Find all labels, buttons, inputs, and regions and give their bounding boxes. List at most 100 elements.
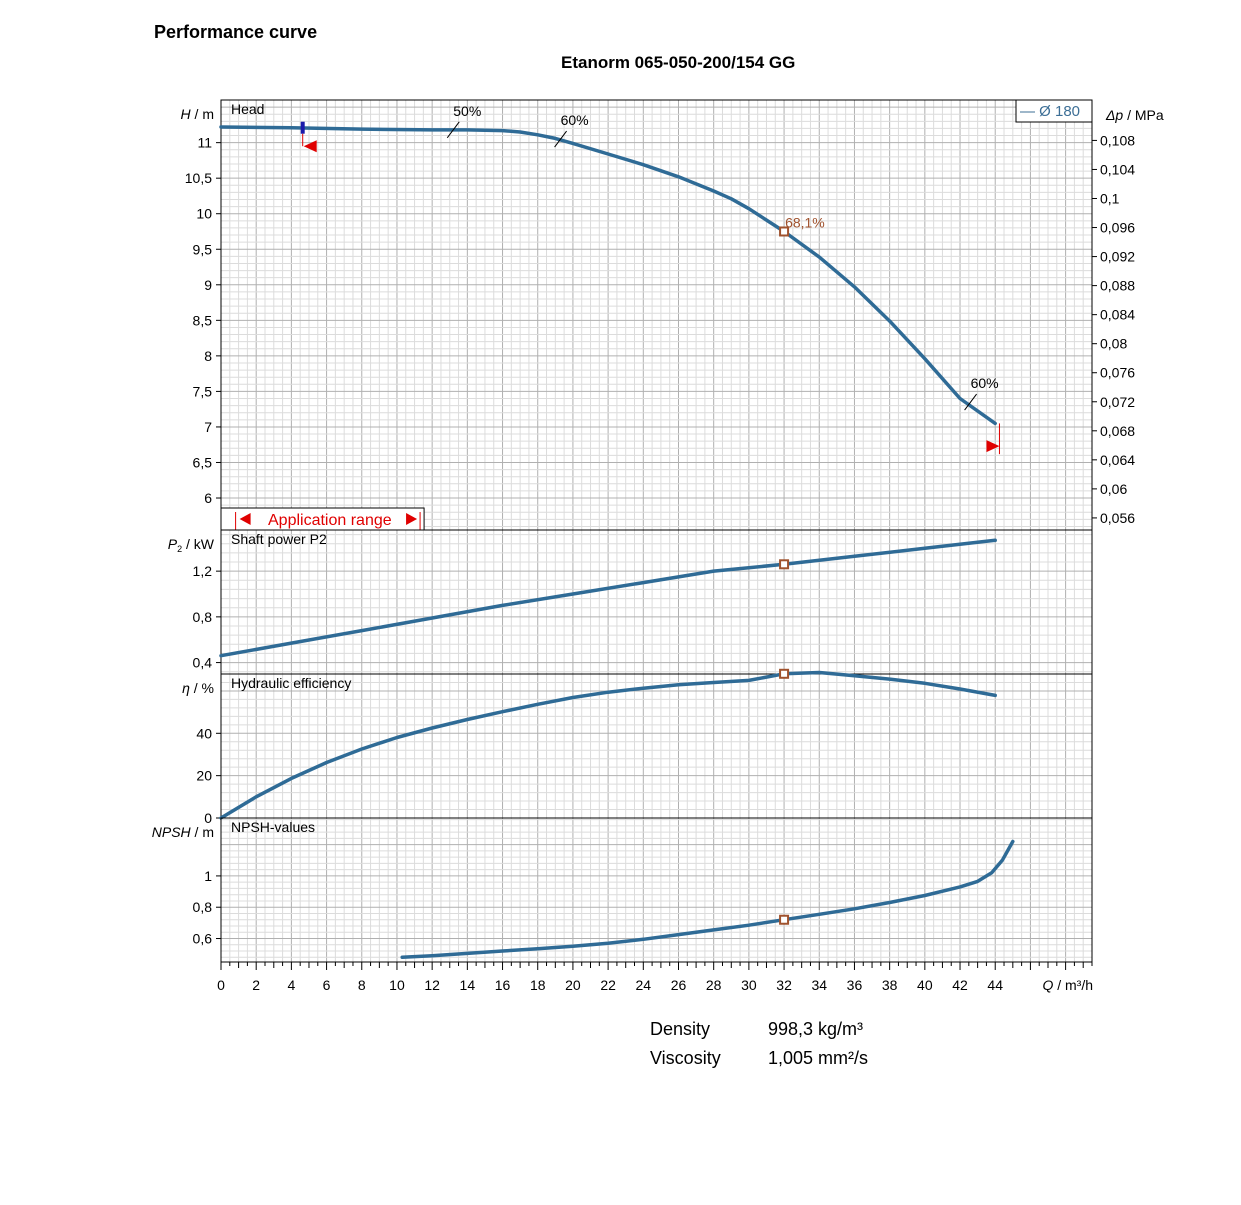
y-tick-label: 20: [196, 768, 212, 784]
y-tick-label: 10,5: [185, 170, 212, 186]
y-tick-label: 6: [204, 490, 212, 506]
y2-tick-label: 0,1: [1100, 190, 1120, 206]
x-tick-label: 42: [952, 977, 968, 993]
y-axis-label: H / m: [181, 106, 214, 122]
y2-tick-label: 0,072: [1100, 394, 1135, 410]
y-axis-variable: H: [181, 106, 192, 122]
y-axis-variable: NPSH: [152, 824, 192, 840]
y-tick-label: 6,5: [193, 454, 213, 470]
y-axis-label: P2 / kW: [168, 536, 215, 554]
viscosity-label: Viscosity: [650, 1048, 721, 1068]
iso-efficiency-label: 60%: [561, 112, 589, 128]
y2-tick-label: 0,096: [1100, 220, 1135, 236]
range-limit-marker: [986, 440, 1000, 453]
panel-head: 6 6,5 7 7,5 8 8,5 9 9,5 10 10,5 11 H / m Head 0,056 0,…: [181, 99, 1164, 531]
panel-title: Hydraulic efficiency: [231, 675, 351, 691]
y-axis-variable: P: [168, 536, 178, 552]
y2-tick-label: 0,092: [1100, 249, 1135, 265]
x-tick-label: 44: [987, 977, 1003, 993]
x-tick-label: 8: [358, 977, 366, 993]
y-tick-label: 7,5: [193, 383, 213, 399]
y2-tick-label: 0,056: [1100, 510, 1135, 526]
y2-tick-label: 0,108: [1100, 132, 1135, 148]
density-value: 998,3 kg/m³: [768, 1019, 864, 1039]
iso-efficiency-tick: [446, 121, 460, 139]
y-axis-label: η / %: [182, 680, 214, 696]
curve-efficiency: [219, 670, 997, 820]
x-axis-variable: Q: [1042, 977, 1053, 993]
range-limit-marker: [303, 140, 317, 153]
y-tick-label: 0,8: [193, 609, 213, 625]
y-axis-unit: / m: [191, 824, 214, 840]
x-tick-label: 10: [389, 977, 405, 993]
y2-tick-label: 0,104: [1100, 161, 1135, 177]
panel-frame: [220, 99, 1093, 531]
iso-efficiency-label: 50%: [453, 103, 481, 119]
x-tick-label: 32: [776, 977, 792, 993]
operating-point-marker: [779, 559, 790, 570]
y2-tick-label: 0,064: [1100, 452, 1135, 468]
iso-efficiency-tick: [554, 130, 568, 148]
x-tick-label: 12: [424, 977, 440, 993]
y-tick-label: 0,8: [193, 899, 213, 915]
legend-box: [1015, 99, 1093, 123]
x-tick-label: 6: [323, 977, 331, 993]
curve-head: [219, 125, 997, 426]
y-tick-label: 1,2: [193, 563, 213, 579]
viscosity-row: Viscosity 1,005 mm²/s: [650, 1044, 868, 1073]
pump-title: Etanorm 065-050-200/154 GG: [561, 53, 796, 72]
x-tick-label: 22: [600, 977, 616, 993]
density-label: Density: [650, 1019, 711, 1039]
operating-point-marker: [779, 668, 790, 679]
y-tick-label: 0,4: [193, 655, 213, 671]
y-tick-label: 7: [204, 419, 212, 435]
x-tick-label: 24: [636, 977, 652, 993]
curve-power: [219, 538, 997, 658]
x-tick-label: 26: [671, 977, 687, 993]
application-range-right-arrow: [406, 513, 418, 525]
operating-point-label: 68,1%: [785, 214, 825, 230]
y2-tick-label: 0,08: [1100, 336, 1127, 352]
application-range-left-arrow: [239, 513, 251, 525]
panel-title: Head: [231, 101, 264, 117]
panel-power: 0,4 0,8 1,2 P2 / kW Shaft power P2: [168, 529, 1093, 675]
iso-efficiency-tick: [964, 393, 977, 411]
y-axis-subscript: 2: [177, 544, 182, 554]
y-tick-label: 40: [196, 725, 212, 741]
panel-title: NPSH-values: [231, 819, 315, 835]
y2-tick-label: 0,076: [1100, 365, 1135, 381]
y-tick-label: 1: [204, 868, 212, 884]
fluid-properties: Density 998,3 kg/m³ Viscosity 1,005 mm²/…: [650, 1015, 868, 1073]
y-axis-variable: η: [182, 680, 190, 696]
x-tick-label: 20: [565, 977, 581, 993]
page-heading: Performance curve: [154, 22, 318, 42]
y-axis-unit: / m: [191, 106, 214, 122]
y-tick-label: 9,5: [193, 241, 213, 257]
y2-tick-label: 0,06: [1100, 481, 1127, 497]
y-tick-label: 8,5: [193, 312, 213, 328]
y2-axis-unit: / MPa: [1123, 107, 1164, 123]
operating-point-marker: [779, 914, 790, 925]
operating-point-marker: [779, 226, 790, 237]
y-tick-label: 11: [197, 135, 212, 151]
y-axis-label: NPSH / m: [152, 824, 214, 840]
viscosity-value: 1,005 mm²/s: [768, 1048, 869, 1068]
x-tick-label: 18: [530, 977, 546, 993]
y2-tick-label: 0,068: [1100, 423, 1135, 439]
x-tick-label: 28: [706, 977, 722, 993]
y-tick-label: 0: [204, 810, 212, 826]
x-axis-label: Q / m³/h: [1042, 977, 1093, 993]
density-row: Density 998,3 kg/m³: [650, 1015, 868, 1044]
y2-axis-variable: Δp: [1105, 107, 1123, 123]
x-tick-label: 30: [741, 977, 757, 993]
x-tick-label: 38: [882, 977, 898, 993]
x-tick-label: 34: [811, 977, 827, 993]
iso-efficiency-label: 60%: [971, 375, 999, 391]
panel-frame: [220, 817, 1093, 963]
legend: — Ø 180: [1015, 99, 1093, 123]
y-tick-label: 8: [204, 348, 212, 364]
y-tick-label: 9: [204, 277, 212, 293]
y2-tick-label: 0,088: [1100, 278, 1135, 294]
